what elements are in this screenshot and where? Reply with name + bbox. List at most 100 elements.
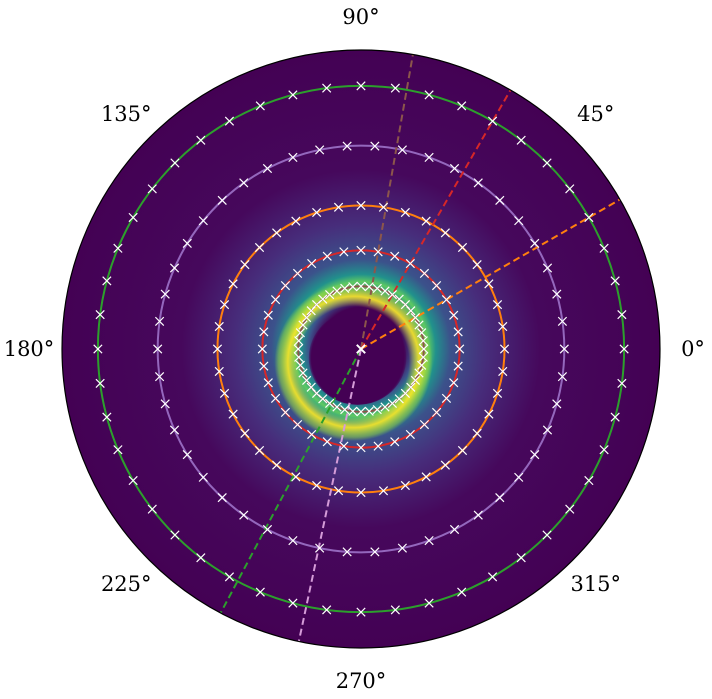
circle-3-marker	[356, 200, 366, 211]
circle-3-marker	[472, 260, 482, 270]
circle-5-marker	[619, 344, 629, 354]
circle-1-marker	[380, 286, 390, 296]
circle-2-marker	[280, 280, 291, 291]
circle-1-marker	[301, 375, 312, 386]
circle-1-marker	[298, 368, 308, 378]
circle-3-marker	[400, 207, 410, 218]
circle-3-marker	[457, 445, 468, 456]
center-marker	[356, 344, 366, 354]
circle-2-marker	[263, 310, 273, 320]
circle-1-marker	[356, 407, 366, 417]
angle-tick-label: 90°	[342, 5, 379, 29]
circle-4-marker	[552, 289, 562, 299]
circle-2-marker	[307, 258, 317, 269]
ray-4	[219, 348, 362, 614]
circle-3-marker	[421, 216, 431, 226]
circle-1-marker	[417, 328, 427, 338]
circle-5-marker	[93, 344, 103, 354]
circle-2-marker	[280, 407, 291, 418]
circle-1-marker	[348, 406, 358, 416]
circle-3-marker	[492, 388, 503, 398]
circle-4-marker	[153, 344, 163, 354]
circle-5-marker	[255, 101, 265, 111]
circle-5-marker	[356, 81, 366, 91]
circle-5-marker	[95, 310, 105, 320]
circle-3-marker	[440, 460, 450, 470]
circle-5-marker	[255, 587, 265, 597]
ray-3	[360, 198, 621, 350]
circle-5-marker	[102, 412, 112, 422]
circle-4-marker	[154, 372, 165, 382]
circle-5-marker	[516, 135, 526, 145]
circle-1-marker	[380, 402, 390, 412]
circle-5-marker	[128, 212, 138, 223]
circle-4-marker	[514, 472, 524, 482]
circle-1-marker	[298, 320, 308, 330]
circle-5-marker	[147, 504, 157, 514]
circle-3-marker	[484, 409, 494, 419]
circle-3-marker	[472, 428, 482, 438]
circle-4-marker	[315, 543, 325, 553]
circle-1-marker	[294, 352, 304, 362]
circle-5-marker	[457, 101, 467, 111]
circle-4-marker	[424, 152, 434, 163]
circle-3-marker	[333, 202, 344, 212]
circle-3-marker	[400, 480, 410, 491]
circle-1-marker	[364, 282, 374, 292]
circle-2-marker	[270, 295, 281, 305]
circle-3-marker	[254, 242, 265, 253]
circle-1-marker	[406, 382, 416, 392]
circle-2-marker	[431, 407, 442, 418]
angle-tick-label: 180°	[4, 337, 55, 361]
circle-5-marker	[584, 475, 594, 486]
circle-3-marker	[214, 366, 224, 377]
circle-2-marker	[259, 361, 269, 371]
circle-5-marker	[102, 276, 112, 286]
circle-2-marker	[322, 251, 332, 261]
circle-4-marker	[397, 145, 407, 155]
circle-1-marker	[356, 281, 366, 291]
circle-2-marker	[270, 393, 281, 403]
circle-2-marker	[431, 280, 442, 291]
circle-3-marker	[272, 228, 282, 238]
circle-3-marker	[499, 344, 510, 354]
circle-3-marker	[219, 388, 230, 398]
circle-1-marker	[387, 289, 398, 300]
circle-2-marker	[455, 344, 465, 354]
circle-3-marker	[457, 242, 468, 253]
circle-4-marker	[542, 263, 553, 273]
circle-5-marker	[147, 184, 157, 194]
circle-1-marker	[417, 360, 427, 370]
circle-3-marker	[254, 445, 265, 456]
circle-4-marker	[154, 316, 165, 326]
circle-2-marker	[441, 295, 452, 305]
circle-1-marker	[306, 306, 316, 316]
circle-5-marker	[322, 605, 332, 615]
circle-1-marker	[295, 360, 305, 370]
circle-4-marker	[262, 163, 273, 174]
circle-3-marker	[492, 300, 503, 310]
circle-3-marker	[272, 460, 282, 470]
circle-1-marker	[294, 336, 304, 346]
circle-2-marker	[441, 393, 452, 403]
circle-5-marker	[356, 607, 366, 617]
circle-5-marker	[565, 504, 575, 514]
circle-2-marker	[339, 441, 349, 451]
circle-1-marker	[324, 398, 335, 409]
circle-2-marker	[390, 251, 400, 261]
circle-4-marker	[182, 238, 192, 248]
circle-5-marker	[542, 530, 552, 540]
circle-5-marker	[584, 212, 594, 223]
circle-2-marker	[390, 437, 400, 447]
circle-2-marker	[373, 247, 383, 257]
circle-5-marker	[390, 605, 400, 615]
circle-4-marker	[557, 372, 568, 382]
circle-2-marker	[453, 327, 463, 337]
ray-1	[360, 54, 414, 350]
circle-5-marker	[457, 587, 467, 597]
circle-5-marker	[170, 158, 180, 168]
circle-1-marker	[332, 286, 342, 296]
circle-5-marker	[113, 445, 123, 455]
circle-2-marker	[449, 310, 459, 320]
